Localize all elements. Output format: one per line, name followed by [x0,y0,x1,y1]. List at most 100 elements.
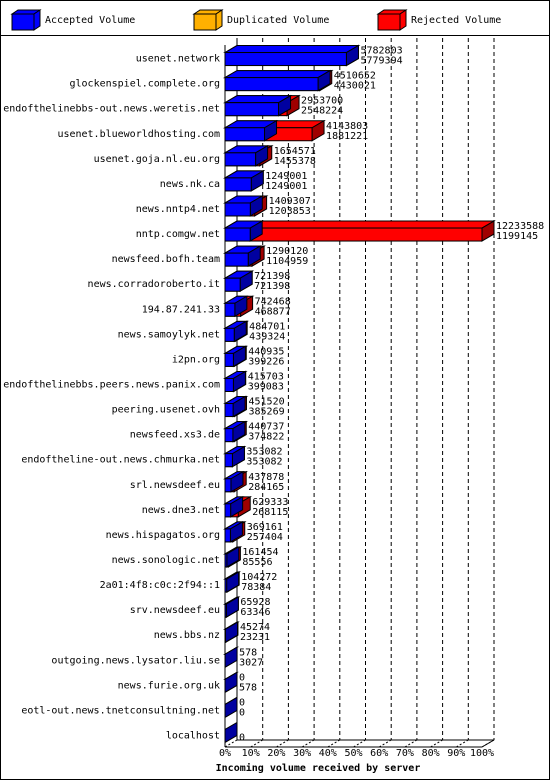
value-label: 0 [239,732,245,743]
category-label: 2a01:4f8:c0c:2f94::1 [100,580,220,591]
value-label: 1104959 [266,256,308,267]
value-label: 578 [239,682,257,693]
legend-swatch [11,13,35,31]
value-label: 2548224 [301,106,343,117]
category-label: endofthelinebbs.peers.news.panix.com [3,379,220,390]
category-label: srv.newsdeef.eu [130,605,220,616]
category-label: news.furie.org.uk [118,680,220,691]
value-label: 742468 [255,296,291,307]
category-label: 194.87.241.33 [142,304,220,315]
value-label: 439324 [249,331,285,342]
category-label: news.samoylyk.net [118,329,220,340]
value-label: 5779394 [360,56,402,67]
value-label: 45274 [240,622,270,633]
legend-swatch-side [215,9,223,31]
value-label: 385269 [248,407,284,418]
value-label: 12233588 [496,221,544,232]
category-label: news.corradoroberto.it [88,279,220,290]
value-label: 0 [239,697,245,708]
bar [224,453,233,468]
x-tick-label: 90% [447,748,465,759]
value-label: 4143803 [326,121,368,132]
x-axis-title: Incoming volume received by server [216,762,421,774]
bar [224,227,483,242]
value-label: 78384 [241,582,271,593]
value-label: 63346 [240,607,270,618]
category-label: endofthelinebbs-out.news.weretis.net [3,104,220,115]
bar [224,77,319,92]
value-label: 369161 [247,522,283,533]
value-label: 4430021 [334,81,376,92]
value-label: 437878 [248,472,284,483]
value-label: 353082 [246,457,282,468]
bar [224,52,347,67]
value-label: 1654571 [274,146,316,157]
legend-swatch-side [399,9,407,31]
x-tick-label: 100% [470,748,494,759]
x-tick-label: 10% [242,748,260,759]
bar [224,277,241,292]
bar-top [223,70,332,79]
value-label: 1455378 [274,156,316,167]
category-label: outgoing.news.lysator.liu.se [51,655,220,666]
value-label: 0 [239,672,245,683]
bar [224,528,231,543]
x-tick-label: 30% [293,748,311,759]
category-label: newsfeed.xs3.de [130,430,220,441]
bar [224,377,234,392]
value-label: 1203853 [269,206,311,217]
value-label: 721398 [254,271,290,282]
category-label: localhost [166,730,220,741]
legend-swatch [377,13,401,31]
value-label: 85556 [242,557,272,568]
value-label: 104272 [241,572,277,583]
value-label: 268115 [252,507,288,518]
value-label: 440935 [248,346,284,357]
x-tick-label: 80% [422,748,440,759]
category-label: news.sonologic.net [112,555,220,566]
value-label: 1249001 [265,181,307,192]
category-label: peering.usenet.ovh [112,405,220,416]
bar [224,202,251,217]
value-label: 257404 [247,532,283,543]
bar-side [224,696,238,719]
x-tick-label: 50% [344,748,362,759]
bar [224,227,251,242]
bar-top [223,45,361,54]
legend-label: Duplicated Volume [227,15,329,26]
value-label: 399226 [248,356,284,367]
category-label: news.hispagatos.org [106,530,220,541]
category-label: eotl-out.news.tnetconsultning.net [21,705,220,716]
value-label: 1881221 [326,131,368,142]
bar [224,503,232,518]
category-label: srl.newsdeef.eu [130,480,220,491]
x-tick-label: 60% [370,748,388,759]
x-tick-label: 0% [219,748,231,759]
value-label: 3027 [239,657,263,668]
value-label: 374822 [248,432,284,443]
bar-top [223,220,496,229]
value-label: 4510652 [334,71,376,82]
value-label: 468877 [255,306,291,317]
category-label: endoftheline-out.news.chmurka.net [21,455,220,466]
category-label: news.dne3.net [142,505,220,516]
floor-edge [481,739,495,748]
x-tick-label: 40% [319,748,337,759]
x-tick-label: 20% [267,748,285,759]
bar [224,327,235,342]
value-label: 1290120 [266,246,308,257]
category-label: nntp.comgw.net [136,229,220,240]
bar [224,252,249,267]
category-label: news.nk.ca [160,179,220,190]
bar [224,578,228,593]
bar [224,428,234,443]
value-label: 399083 [248,381,284,392]
value-label: 415703 [248,371,284,382]
value-label: 0 [239,707,245,718]
value-label: 578 [239,647,257,658]
category-label: i2pn.org [172,354,220,365]
bar [224,553,228,568]
category-label: usenet.network [136,54,220,65]
